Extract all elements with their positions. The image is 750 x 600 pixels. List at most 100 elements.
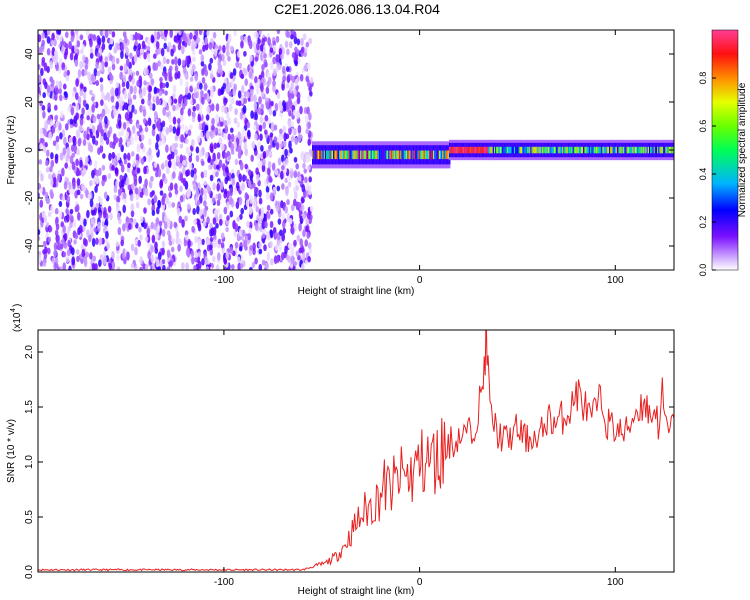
spectrogram-cell <box>98 259 102 267</box>
spectrogram-cell <box>243 35 248 44</box>
spectrogram-cell <box>496 146 499 154</box>
spectrogram-cell <box>255 206 260 213</box>
spectrogram-cell <box>89 198 94 208</box>
spectrogram-cell <box>297 201 302 209</box>
spectrogram-cell <box>221 143 225 152</box>
spectrogram-cell <box>594 146 598 154</box>
spectrogram-cell <box>89 33 94 40</box>
spectrogram-cell <box>281 83 285 91</box>
spectrogram-cell <box>281 183 285 190</box>
spectrogram-cell <box>243 239 248 249</box>
spectrogram-cell <box>44 30 48 39</box>
spectrogram-cell <box>261 37 265 47</box>
spectrogram-cell <box>618 146 621 154</box>
spectrogram-cell <box>240 133 245 142</box>
spectrogram-cell <box>328 150 331 160</box>
spectrogram-cell <box>612 146 615 154</box>
spectrogram-cell <box>263 52 267 59</box>
spectrogram-cell <box>248 39 253 46</box>
spectrogram-cell <box>197 114 202 123</box>
spectrogram-cell <box>301 263 305 270</box>
x-tick-label: 0 <box>417 577 423 588</box>
y-tick-label: 0.0 <box>24 565 35 579</box>
spectrogram-cell <box>167 41 172 48</box>
spectrogram-cell <box>135 159 139 168</box>
spectrogram-cell <box>349 150 352 160</box>
spectrogram-cell <box>231 177 236 186</box>
spectrogram-cell <box>292 109 297 116</box>
spectrogram-cell <box>646 146 649 154</box>
spectrogram-cell <box>65 75 70 82</box>
spectrogram-cell <box>139 256 143 265</box>
spectrogram-cell <box>660 146 663 154</box>
spectrogram-cell <box>61 195 66 201</box>
y-tick-label: -40 <box>24 238 35 253</box>
spectrogram-cell <box>108 30 112 35</box>
spectrogram-cell <box>305 75 310 83</box>
spectrogram-cell <box>243 97 247 104</box>
spectrogram-cell <box>373 150 376 160</box>
spectrogram-cell <box>58 200 63 208</box>
spectrogram-cell <box>101 91 105 98</box>
spectrogram-cell <box>87 142 92 152</box>
spectrogram-cell <box>79 89 84 97</box>
spectrogram-cell <box>161 139 165 145</box>
spectrogram-cell <box>180 133 185 143</box>
spectrogram-cell <box>288 242 293 250</box>
spectrogram-cell <box>140 142 144 150</box>
spectrogram-cell <box>144 178 148 188</box>
spectrogram-cell <box>201 68 205 76</box>
spectrogram-cell <box>57 30 61 36</box>
spectrogram-cell <box>215 222 219 229</box>
spectrogram-cell <box>165 144 169 153</box>
spectrogram-cell <box>474 146 477 154</box>
spectrogram-cell <box>126 58 130 67</box>
spectrogram-cell <box>123 159 128 165</box>
spectrogram-cell <box>570 146 573 154</box>
spectrogram-cell <box>211 124 215 131</box>
spectrogram-cell <box>110 95 115 103</box>
spectrogram-cell <box>115 241 120 247</box>
spectrogram-cell <box>199 131 204 139</box>
spectrogram-cell <box>268 151 273 158</box>
spectrogram-cell <box>181 218 185 228</box>
spectrogram-cell <box>174 35 179 43</box>
spectrogram-cell <box>460 146 463 154</box>
spectrogram-cell <box>470 146 473 154</box>
spectrogram-cell <box>38 235 41 242</box>
spectrogram-cell <box>99 136 104 143</box>
spectrogram-cell <box>65 154 69 164</box>
spectrogram-cell <box>66 195 71 204</box>
spectrogram-cell <box>517 146 520 154</box>
spectrogram-cell <box>267 167 271 176</box>
spectrogram-cell <box>583 146 586 154</box>
spectrogram-cell <box>123 152 127 161</box>
spectrogram-cell <box>49 189 53 197</box>
spectrogram-cell <box>350 150 353 160</box>
spectrogram-cell <box>227 33 232 43</box>
spectrogram-cell <box>442 150 445 160</box>
spectrogram-cell <box>307 121 312 130</box>
spectrogram-cell <box>107 205 112 213</box>
spectrogram-cell <box>251 141 256 149</box>
spectrogram-cell <box>150 254 154 263</box>
spectrogram-cell <box>161 247 165 256</box>
spectrogram-cell <box>41 105 46 111</box>
spectrogram-cell <box>549 146 552 154</box>
spectrogram-cell <box>408 150 411 160</box>
spectrogram-cell <box>104 115 108 125</box>
spectrogram-cell <box>209 236 214 243</box>
spectrogram-cell <box>363 150 366 160</box>
spectrogram-cell <box>427 150 430 160</box>
spectrogram-cell <box>82 99 87 107</box>
spectrogram-cell <box>161 228 166 237</box>
spectrogram-cell <box>261 63 265 71</box>
spectrogram-cell <box>297 124 302 134</box>
spectrogram-cell <box>356 150 359 160</box>
spectrogram-cell <box>58 80 63 90</box>
snr-frame <box>37 329 675 573</box>
spectrogram-cell <box>633 146 636 154</box>
spectrogram-cell <box>157 122 161 132</box>
spectrogram-cell <box>133 178 138 187</box>
spectrogram-cell <box>118 142 122 148</box>
